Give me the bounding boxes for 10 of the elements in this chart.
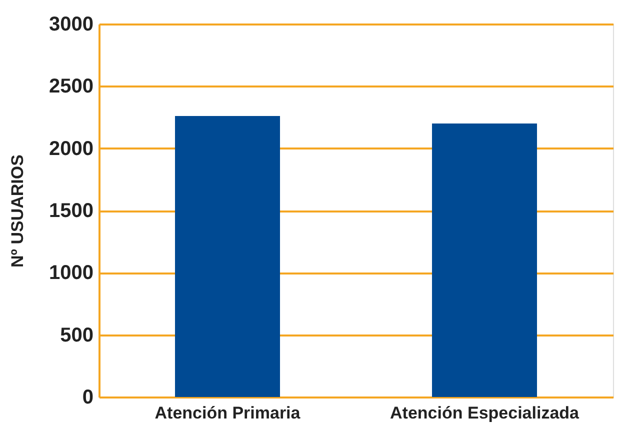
x-tick-label: Atención Primaria — [154, 404, 301, 422]
y-tick-label: 1000 — [49, 262, 94, 284]
y-tick-label: 0 — [82, 386, 94, 408]
x-tick-label: Atención Especializada — [390, 404, 580, 422]
y-tick-label: 500 — [60, 324, 94, 346]
y-axis-title: Nº USUARIOS — [8, 154, 28, 268]
y-tick-label: 2000 — [49, 138, 94, 160]
y-tick-label: 1500 — [49, 200, 94, 222]
y-tick-label: 2500 — [49, 76, 94, 98]
y-tick-label: 3000 — [49, 14, 94, 36]
